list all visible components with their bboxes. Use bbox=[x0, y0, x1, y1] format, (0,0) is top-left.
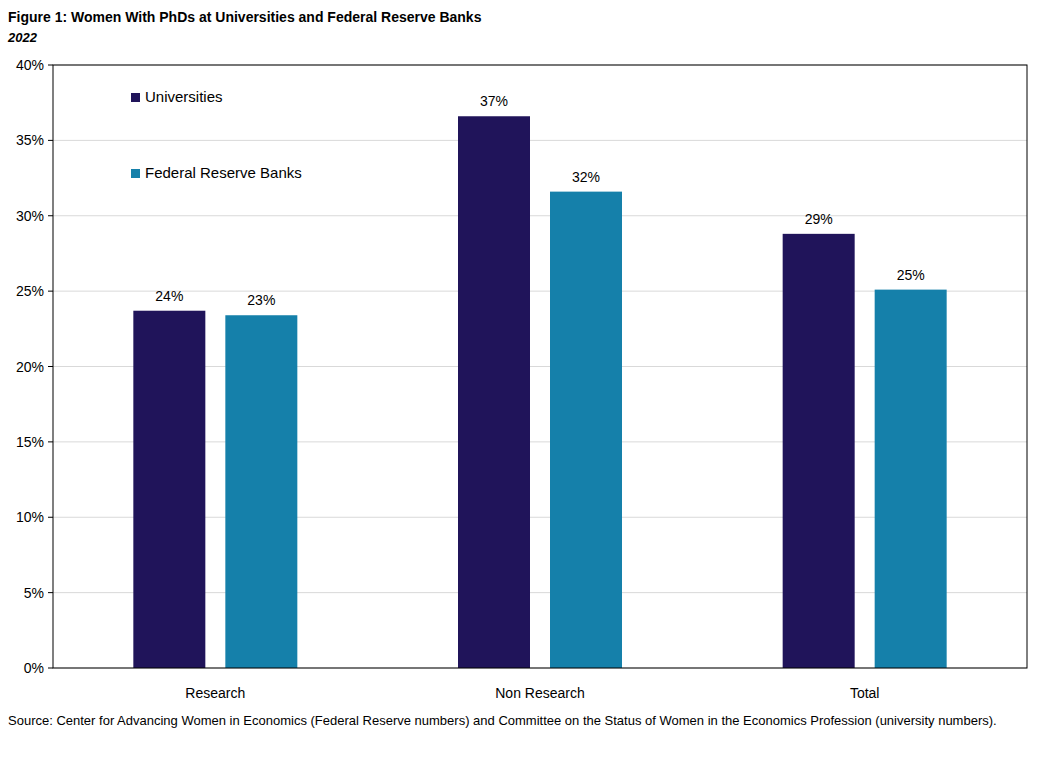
legend-swatch bbox=[131, 169, 140, 178]
grid-line bbox=[53, 215, 1027, 216]
y-tick bbox=[48, 65, 53, 66]
y-tick bbox=[48, 291, 53, 292]
plot-frame bbox=[53, 65, 1027, 668]
y-tick-label: 15% bbox=[16, 434, 44, 450]
data-label: 25% bbox=[897, 267, 925, 283]
bars bbox=[133, 116, 946, 668]
y-tick bbox=[48, 592, 53, 593]
y-tick-label: 5% bbox=[24, 585, 44, 601]
bar bbox=[225, 315, 297, 668]
data-label: 29% bbox=[805, 211, 833, 227]
data-labels: 24% 23% 37% 32% 29% 25% bbox=[155, 93, 924, 308]
y-tick-label: 20% bbox=[16, 359, 44, 375]
bar bbox=[875, 290, 947, 668]
x-tick-label: Non Research bbox=[495, 685, 585, 701]
chart: Figure 1: Women With PhDs at Universitie… bbox=[0, 0, 1044, 758]
x-tick-label: Total bbox=[850, 685, 880, 701]
x-tick-label: Research bbox=[185, 685, 245, 701]
data-label: 23% bbox=[247, 292, 275, 308]
bar bbox=[550, 192, 622, 668]
bar bbox=[783, 234, 855, 668]
title: Figure 1: Women With PhDs at Universitie… bbox=[8, 9, 482, 25]
bar bbox=[133, 311, 205, 668]
y-tick bbox=[48, 517, 53, 518]
data-label: 37% bbox=[480, 93, 508, 109]
y-tick-label: 30% bbox=[16, 208, 44, 224]
y-tick-label: 0% bbox=[24, 660, 44, 676]
y-tick bbox=[48, 140, 53, 141]
y-tick-label: 10% bbox=[16, 509, 44, 525]
y-tick-label: 35% bbox=[16, 132, 44, 148]
bar bbox=[458, 116, 530, 668]
y-tick bbox=[48, 366, 53, 367]
source: Source: Center for Advancing Women in Ec… bbox=[8, 712, 1038, 729]
y-tick-label: 40% bbox=[16, 57, 44, 73]
legend-label: Universities bbox=[145, 88, 223, 105]
grid-line bbox=[53, 140, 1027, 141]
legend-swatch bbox=[131, 93, 140, 102]
subtitle: 2022 bbox=[7, 30, 38, 45]
y-tick bbox=[48, 441, 53, 442]
y-tick-label: 25% bbox=[16, 283, 44, 299]
data-label: 24% bbox=[155, 288, 183, 304]
y-tick bbox=[48, 215, 53, 216]
y-tick bbox=[48, 668, 53, 669]
legend-label: Federal Reserve Banks bbox=[145, 164, 302, 181]
data-label: 32% bbox=[572, 169, 600, 185]
